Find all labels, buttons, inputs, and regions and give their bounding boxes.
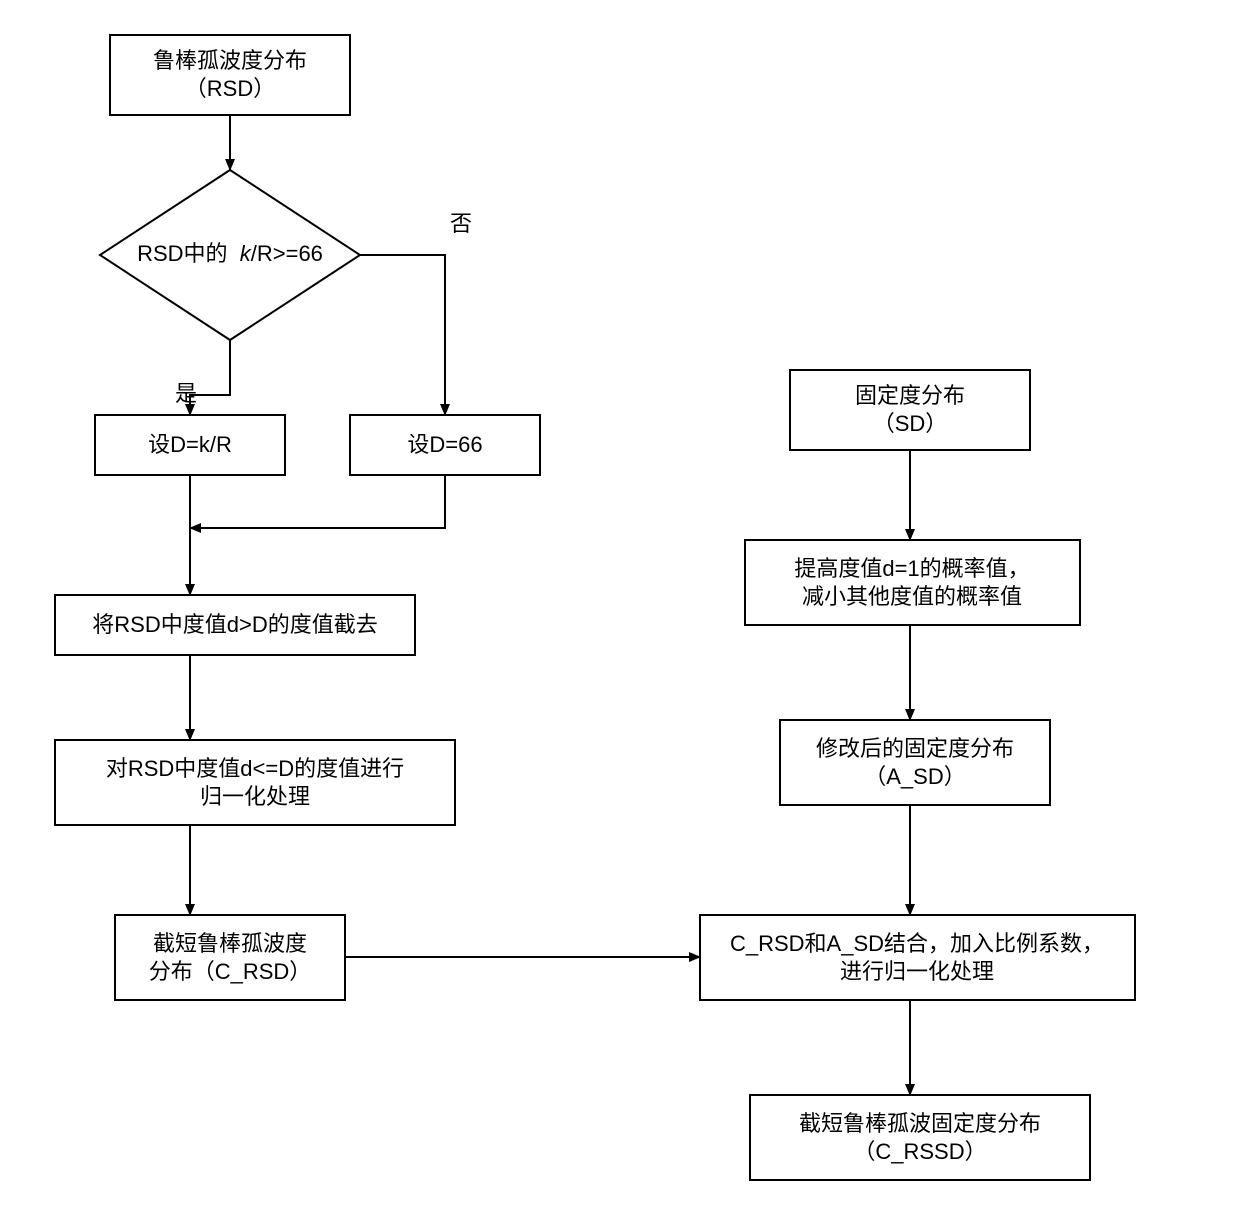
node-normalize-line2: 归一化处理 xyxy=(200,784,310,809)
node-combine-line2: 进行归一化处理 xyxy=(840,959,994,984)
node-c-rsd xyxy=(115,915,345,1000)
node-c-rssd-line1: 截短鲁棒孤波固定度分布 xyxy=(799,1111,1041,1136)
node-a-sd-line2: （A_SD） xyxy=(864,764,965,789)
node-set-d-66-text: 设D=66 xyxy=(407,432,482,457)
label-yes: 是 xyxy=(175,381,197,406)
node-c-rsd-line1: 截短鲁棒孤波度 xyxy=(153,931,307,956)
node-sd-start-line2: （SD） xyxy=(873,411,948,436)
node-rsd-start-line1: 鲁棒孤波度分布 xyxy=(153,48,307,73)
label-no: 否 xyxy=(450,211,472,236)
node-combine xyxy=(700,915,1135,1000)
node-decision-text: RSD中的 k/R>=66 xyxy=(137,241,323,266)
node-adjust-sd xyxy=(745,540,1080,625)
node-rsd-start-line2: （RSD） xyxy=(185,76,275,101)
edge-decision-no xyxy=(360,255,445,415)
node-a-sd xyxy=(780,720,1050,805)
node-set-d-kr-text: 设D=k/R xyxy=(148,432,232,457)
flowchart-canvas: 鲁棒孤波度分布 （RSD） RSD中的 k/R>=66 设D=k/R 设D=66… xyxy=(0,0,1240,1218)
node-combine-line1: C_RSD和A_SD结合，加入比例系数， xyxy=(730,931,1104,956)
node-a-sd-line1: 修改后的固定度分布 xyxy=(816,736,1014,761)
node-c-rsd-line2: 分布（C_RSD） xyxy=(149,959,312,984)
node-truncate-text: 将RSD中度值d>D的度值截去 xyxy=(92,612,377,637)
node-c-rssd-line2: （C_RSSD） xyxy=(853,1139,986,1164)
node-adjust-sd-line1: 提高度值d=1的概率值， xyxy=(794,556,1029,581)
edge-66-merge xyxy=(190,475,445,528)
node-normalize xyxy=(55,740,455,825)
node-c-rssd xyxy=(750,1095,1090,1180)
node-sd-start-line1: 固定度分布 xyxy=(855,383,965,408)
node-normalize-line1: 对RSD中度值d<=D的度值进行 xyxy=(106,756,404,781)
node-adjust-sd-line2: 减小其他度值的概率值 xyxy=(802,584,1022,609)
